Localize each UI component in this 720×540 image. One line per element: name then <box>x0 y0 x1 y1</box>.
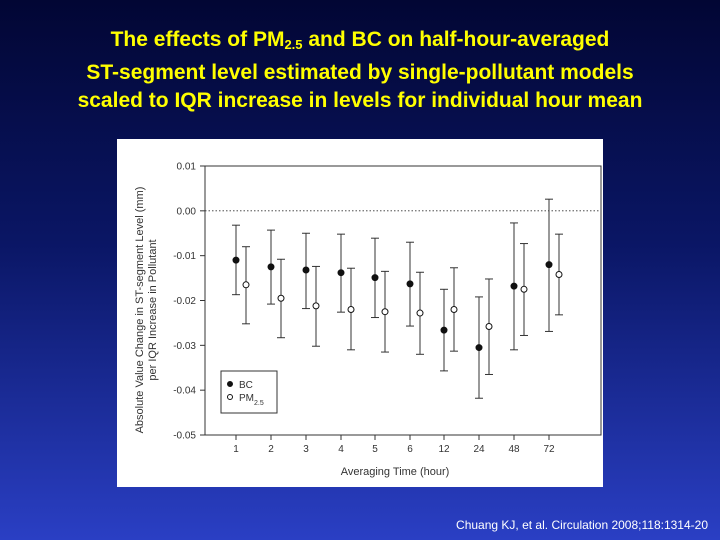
pm25-point <box>381 308 389 316</box>
bc-point <box>510 282 518 290</box>
y-axis-label: Absolute Value Change in ST-segment Leve… <box>134 187 159 434</box>
pm25-point <box>485 323 493 331</box>
legend-pm25-marker <box>227 394 233 400</box>
pm25-point <box>520 285 528 293</box>
x-tick-label: 1 <box>233 444 239 455</box>
pm25-point <box>347 305 355 313</box>
pm25-point <box>555 270 563 278</box>
x-axis-label: Averaging Time (hour) <box>341 466 450 478</box>
title-line-1-post: and BC on half-hour-averaged <box>302 28 610 51</box>
slide-title: The effects of PM2.5 and BC on half-hour… <box>0 26 720 115</box>
y-tick-label: -0.04 <box>173 386 196 397</box>
y-tick-label: -0.03 <box>173 341 196 352</box>
pm25-point <box>242 281 250 289</box>
title-line-1: The effects of PM2.5 and BC on half-hour… <box>0 26 720 59</box>
title-line-3: scaled to IQR increase in levels for ind… <box>77 89 643 112</box>
bc-point <box>406 280 414 288</box>
title-line-1-pre: The effects of PM <box>110 28 285 51</box>
x-tick-label: 5 <box>372 444 378 455</box>
pm25-point <box>277 294 285 302</box>
y-tick-label: 0.00 <box>177 206 197 217</box>
y-axis-label-line-1: Absolute Value Change in ST-segment Leve… <box>134 187 146 434</box>
citation: Chuang KJ, et al. Circulation 2008;118:1… <box>456 518 708 532</box>
bc-point <box>337 269 345 277</box>
y-tick-label: -0.01 <box>173 251 196 262</box>
pm25-point <box>450 305 458 313</box>
bc-point <box>440 326 448 334</box>
bc-point <box>545 261 553 269</box>
title-line-2: ST-segment level estimated by single-pol… <box>86 61 634 84</box>
legend-bc-marker <box>227 381 233 387</box>
bc-point <box>302 266 310 274</box>
title-line-1-subscript: 2.5 <box>284 37 303 52</box>
x-tick-label: 48 <box>508 444 520 455</box>
pm25-point <box>416 309 424 317</box>
pm25-point <box>312 302 320 310</box>
x-tick-label: 4 <box>338 444 344 455</box>
legend-pm25-label: PM <box>239 393 254 404</box>
bc-point <box>232 256 240 264</box>
x-tick-label: 12 <box>438 444 450 455</box>
x-tick-label: 72 <box>543 444 555 455</box>
x-tick-label: 6 <box>407 444 413 455</box>
y-tick-label: 0.01 <box>177 162 197 173</box>
x-tick-label: 24 <box>473 444 485 455</box>
chart-panel: Absolute Value Change in ST-segment Leve… <box>117 139 603 487</box>
legend-box <box>220 370 278 414</box>
bc-point <box>267 263 275 271</box>
x-tick-label: 3 <box>303 444 309 455</box>
y-tick-label: -0.05 <box>173 431 196 442</box>
bc-point <box>475 344 483 352</box>
x-tick-label: 2 <box>268 444 274 455</box>
bc-point <box>371 274 379 282</box>
y-axis-label-line-2: per IQR Increase in Pollutant <box>147 239 159 380</box>
y-tick-label: -0.02 <box>173 296 196 307</box>
legend-bc-label: BC <box>239 380 253 391</box>
legend-pm25-subscript: 2.5 <box>254 400 264 407</box>
chart-svg: Absolute Value Change in ST-segment Leve… <box>134 162 602 478</box>
